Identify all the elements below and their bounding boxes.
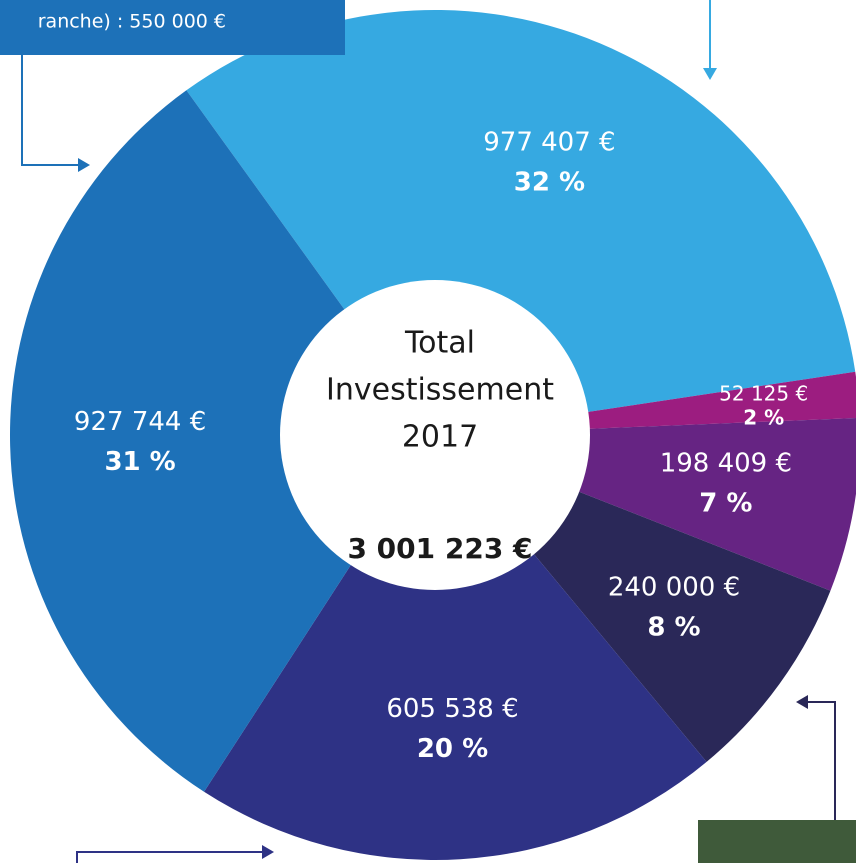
arrowhead — [703, 68, 717, 80]
share-label: 2 % — [743, 406, 784, 430]
center-label: 2017 — [402, 420, 478, 455]
value-label: 927 744 € — [74, 407, 206, 437]
photo-crop — [698, 820, 856, 863]
center-label: Investissement — [326, 373, 554, 408]
arrow — [808, 702, 835, 825]
share-label: 8 % — [647, 612, 700, 642]
annotation: ranche) : 550 000 € — [38, 11, 226, 33]
value-label: 977 407 € — [483, 128, 615, 158]
value-label: 52 125 € — [719, 382, 808, 406]
value-label: 198 409 € — [660, 449, 792, 479]
arrowhead — [796, 695, 808, 709]
share-label: 32 % — [514, 168, 585, 198]
share-label: 31 % — [104, 447, 175, 477]
chart: ranche) : 550 000 € Total Investissement… — [0, 0, 856, 863]
arrowhead — [78, 158, 90, 172]
share-label: 7 % — [699, 489, 752, 519]
arrow — [22, 55, 78, 165]
arrowhead — [262, 845, 274, 859]
share-label: 20 % — [417, 734, 488, 764]
arrow — [77, 852, 262, 863]
center-total: 3 001 223 € — [347, 532, 532, 565]
value-label: 240 000 € — [608, 572, 740, 602]
center-label: Total — [404, 326, 475, 361]
page: ranche) : 550 000 € Total Investissement… — [0, 0, 856, 863]
value-label: 605 538 € — [386, 694, 518, 724]
